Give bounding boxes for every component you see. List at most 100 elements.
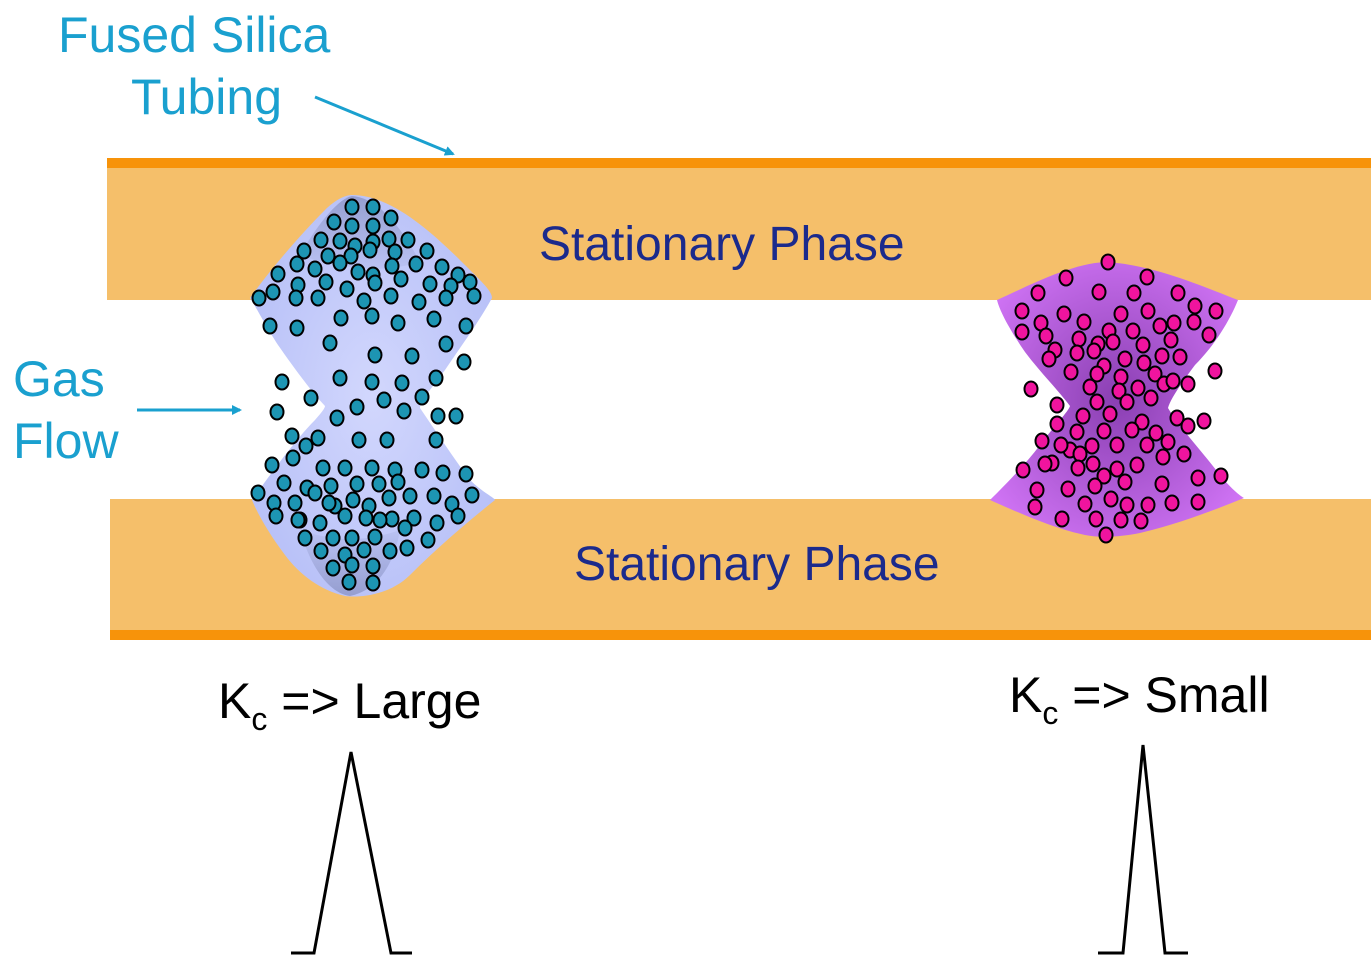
large-band-molecule — [399, 539, 415, 557]
large-band-molecule — [430, 407, 446, 425]
large-band-molecule — [420, 531, 436, 549]
large-band-molecule — [349, 475, 365, 493]
large-band-molecule — [343, 247, 359, 265]
large-band-molecule — [326, 213, 342, 231]
small-band-molecule — [1164, 494, 1180, 512]
large-band-molecule — [276, 474, 292, 492]
small-band-molecule — [1136, 354, 1152, 372]
large-band-molecule — [341, 573, 357, 591]
large-band-molecule — [400, 231, 416, 249]
kc-large-sub: c — [251, 701, 268, 737]
large-band-molecule — [274, 373, 290, 391]
large-band-molecule — [289, 255, 305, 273]
small-band-molecule — [1213, 467, 1229, 485]
large-band-molecule — [251, 289, 267, 307]
large-band-molecule — [382, 542, 398, 560]
small-band-molecule — [1105, 333, 1121, 351]
large-band-molecule — [364, 373, 380, 391]
large-band-molecule — [364, 307, 380, 325]
gas-flow-label-line2: Flow — [13, 413, 119, 469]
large-band-molecule — [250, 484, 266, 502]
small-band-molecule — [1166, 314, 1182, 332]
large-band-molecule — [429, 514, 445, 532]
chromatogram-peak-narrow — [1098, 744, 1188, 955]
large-band-molecule — [333, 309, 349, 327]
small-band-molecule — [1077, 495, 1093, 513]
small-band-molecule — [1088, 510, 1104, 528]
small-band-molecule — [1140, 302, 1156, 320]
large-band-molecule — [344, 529, 360, 547]
large-band-molecule — [321, 494, 337, 512]
small-band-molecule — [1190, 469, 1206, 487]
small-band-molecule — [1113, 305, 1129, 323]
small-band-molecule — [1176, 445, 1192, 463]
large-band-molecule — [450, 507, 466, 525]
small-band-molecule — [1071, 330, 1087, 348]
large-band-molecule — [419, 242, 435, 260]
large-band-molecule — [349, 398, 365, 416]
small-band-molecule — [1117, 473, 1133, 491]
large-band-molecule — [428, 369, 444, 387]
small-band-molecule — [1023, 380, 1039, 398]
small-band-molecule — [1160, 433, 1176, 451]
large-band-molecule — [318, 273, 334, 291]
small-band-molecule — [1130, 379, 1146, 397]
small-band-molecule — [1086, 342, 1102, 360]
large-band-molecule — [358, 509, 374, 527]
large-band-molecule — [381, 230, 397, 248]
small-band-molecule — [1100, 253, 1116, 271]
small-band-molecule — [1201, 326, 1217, 344]
large-band-molecule — [402, 487, 418, 505]
large-band-molecule — [466, 287, 482, 305]
small-band-molecule — [1103, 490, 1119, 508]
small-band-molecule — [1029, 481, 1045, 499]
large-band-molecule — [435, 464, 451, 482]
tube-wall-top — [107, 158, 1371, 168]
large-band-molecule — [296, 242, 312, 260]
large-band-molecule — [390, 473, 406, 491]
small-band-molecule — [1102, 405, 1118, 423]
small-band-molecule — [1109, 436, 1125, 454]
small-band-molecule — [1063, 363, 1079, 381]
small-band-molecule — [1139, 436, 1155, 454]
large-band-molecule — [387, 243, 403, 261]
large-band-molecule — [406, 509, 422, 527]
small-band-molecule — [1196, 412, 1212, 430]
small-band-molecule — [1109, 460, 1125, 478]
large-band-molecule — [351, 431, 367, 449]
kc-large-rest: => Large — [267, 673, 482, 729]
tubing-label-line1: Fused Silica — [58, 7, 331, 63]
stationary-phase-label-bottom: Stationary Phase — [574, 538, 940, 591]
large-band-molecule — [344, 198, 360, 216]
large-band-molecule — [458, 465, 474, 483]
large-band-molecule — [284, 427, 300, 445]
large-band-molecule — [462, 273, 478, 291]
chromatogram-peak-broad — [291, 751, 412, 955]
kc-small-label: Kc => Small — [1009, 670, 1270, 729]
small-band-molecule — [1087, 477, 1103, 495]
small-band-molecule — [1135, 336, 1151, 354]
large-band-molecule — [288, 289, 304, 307]
large-band-molecule — [434, 258, 450, 276]
large-band-molecule — [362, 241, 378, 259]
large-band-molecule — [265, 283, 281, 301]
small-band-molecule — [1015, 461, 1031, 479]
large-band-molecule — [310, 429, 326, 447]
large-band-molecule — [339, 280, 355, 298]
small-band-molecule — [1096, 422, 1112, 440]
large-band-molecule — [458, 317, 474, 335]
small-band-molecule — [1085, 455, 1101, 473]
small-band-molecule — [1072, 445, 1088, 463]
small-band-molecule — [1140, 496, 1156, 514]
large-band-molecule — [268, 507, 284, 525]
large-band-molecule — [325, 559, 341, 577]
large-band-molecule — [383, 209, 399, 227]
small-band-molecule — [1089, 365, 1105, 383]
kc-large-k: K — [218, 673, 252, 729]
small-band-molecule — [1129, 456, 1145, 474]
small-band-molecule — [1180, 375, 1196, 393]
large-band-molecule — [381, 489, 397, 507]
small-band-molecule — [1084, 437, 1100, 455]
small-band-molecule — [1058, 269, 1074, 287]
